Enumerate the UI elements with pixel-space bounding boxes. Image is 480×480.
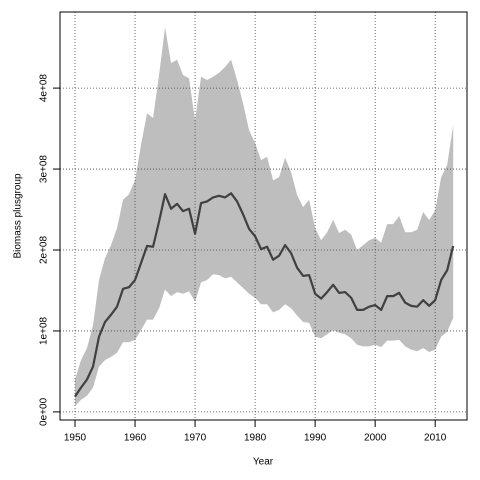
x-tick-label: 2000 (364, 433, 387, 444)
y-tick-label: 1e+08 (39, 316, 50, 345)
confidence-band (75, 27, 454, 407)
y-tick-label: 4e+08 (39, 74, 50, 103)
x-tick-label: 1970 (184, 433, 207, 444)
x-tick-label: 1960 (124, 433, 147, 444)
y-tick-label: 0e+00 (39, 397, 50, 426)
plot-frame (59, 11, 468, 421)
x-tick-label: 1950 (64, 433, 87, 444)
x-axis-label: Year (253, 457, 274, 468)
y-axis-label: Biomass plusgroup (13, 173, 24, 258)
data-line (74, 192, 455, 398)
x-tick-label: 1980 (244, 433, 267, 444)
y-tick-label: 3e+08 (39, 155, 50, 184)
x-tick-label: 1990 (304, 433, 327, 444)
x-tick-label: 2010 (424, 433, 447, 444)
y-tick-label: 2e+08 (39, 236, 50, 265)
